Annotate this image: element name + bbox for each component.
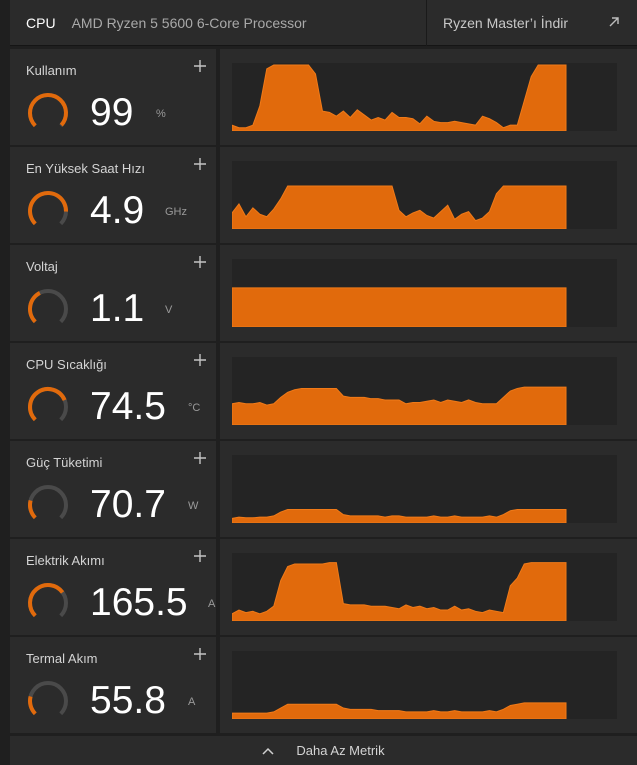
- panel-divider: [216, 245, 220, 341]
- gauge-fill: [28, 387, 67, 422]
- metric-panel: Güç Tüketimi 70.7 W: [10, 441, 637, 537]
- usage-gauge-icon: [28, 289, 68, 324]
- metric-unit: W: [188, 500, 199, 512]
- metric-value: 99: [90, 91, 134, 134]
- metric-panel: Kullanım 99%: [10, 49, 637, 145]
- metric-value: 4.9: [90, 189, 145, 232]
- metric-label: Güç Tüketimi: [26, 455, 103, 470]
- metric-history-chart: [232, 63, 617, 131]
- chart-area-series: [232, 562, 567, 621]
- metric-panel: Elektrik Akımı 165.5 A: [10, 539, 637, 635]
- download-ryzen-master-label: Ryzen Master’ı İndir: [443, 15, 569, 31]
- metric-history-chart: [232, 651, 617, 719]
- panel-divider: [216, 49, 220, 145]
- metric-label: Kullanım: [26, 63, 77, 78]
- plus-icon[interactable]: [193, 255, 207, 269]
- panel-divider: [216, 441, 220, 537]
- panel-divider: [216, 147, 220, 243]
- metric-unit: GHz: [165, 206, 187, 218]
- usage-gauge-icon: [28, 191, 68, 226]
- usage-gauge-icon: [28, 583, 68, 618]
- metric-value: 55.8: [90, 679, 166, 722]
- metric-history-chart: [232, 357, 617, 425]
- gauge-fill: [28, 291, 41, 324]
- metric-history-chart: [232, 455, 617, 523]
- plus-icon[interactable]: [193, 549, 207, 563]
- gauge-fill: [28, 191, 68, 226]
- external-link-arrow-icon: [609, 17, 619, 27]
- plus-icon[interactable]: [193, 157, 207, 171]
- gauge-fill: [28, 500, 37, 520]
- usage-gauge-icon: [28, 387, 68, 422]
- metric-panel: Termal Akım 55.8 A: [10, 637, 637, 733]
- header-title-area: CPU AMD Ryzen 5 5600 6-Core Processor: [10, 0, 426, 46]
- metric-history-chart: [232, 259, 617, 327]
- chevron-up-icon: [262, 747, 274, 755]
- metric-label: Voltaj: [26, 259, 58, 274]
- metric-unit: A: [188, 696, 196, 708]
- processor-name: AMD Ryzen 5 5600 6-Core Processor: [71, 15, 307, 31]
- chart-area-series: [232, 508, 567, 523]
- panel-divider: [216, 637, 220, 733]
- metric-value: 1.1: [90, 287, 145, 330]
- metric-value: 74.5: [90, 385, 166, 428]
- metric-label: Elektrik Akımı: [26, 553, 105, 568]
- metric-unit: %: [156, 108, 166, 120]
- gauge-fill: [28, 583, 65, 618]
- metric-label: CPU Sıcaklığı: [26, 357, 107, 372]
- metric-panel: CPU Sıcaklığı 74.5 °C: [10, 343, 637, 439]
- metric-history-chart: [232, 553, 617, 621]
- metric-history-chart: [232, 161, 617, 229]
- chart-area-series: [232, 386, 567, 425]
- metric-label: En Yüksek Saat Hızı: [26, 161, 145, 176]
- metric-label: Termal Akım: [26, 651, 98, 666]
- plus-icon[interactable]: [193, 353, 207, 367]
- gauge-fill: [28, 696, 37, 716]
- metric-value: 165.5: [90, 581, 188, 624]
- metric-value: 70.7: [90, 483, 166, 526]
- usage-gauge-icon: [28, 681, 68, 716]
- metric-panel: Voltaj 1.1 V: [10, 245, 637, 341]
- chart-area-series: [232, 287, 567, 327]
- download-ryzen-master-button[interactable]: Ryzen Master’ı İndir: [426, 0, 637, 46]
- less-metrics-label: Daha Az Metrik: [296, 743, 385, 758]
- gauge-fill: [28, 93, 68, 128]
- plus-icon[interactable]: [193, 59, 207, 73]
- chart-area-series: [232, 702, 567, 719]
- panel-divider: [216, 343, 220, 439]
- usage-gauge-icon: [28, 485, 68, 520]
- metric-panel: En Yüksek Saat Hızı 4.9 GHz: [10, 147, 637, 243]
- header-bar: CPU AMD Ryzen 5 5600 6-Core Processor Ry…: [10, 0, 637, 46]
- less-metrics-button[interactable]: Daha Az Metrik: [10, 736, 637, 765]
- metric-unit: V: [165, 304, 173, 316]
- metric-unit: A: [208, 598, 216, 610]
- chart-area-series: [232, 185, 567, 229]
- cpu-tab[interactable]: CPU: [26, 15, 56, 31]
- plus-icon[interactable]: [193, 647, 207, 661]
- panel-divider: [216, 539, 220, 635]
- chart-area-series: [232, 64, 567, 131]
- metric-unit: °C: [188, 402, 201, 414]
- usage-gauge-icon: [28, 93, 68, 128]
- plus-icon[interactable]: [193, 451, 207, 465]
